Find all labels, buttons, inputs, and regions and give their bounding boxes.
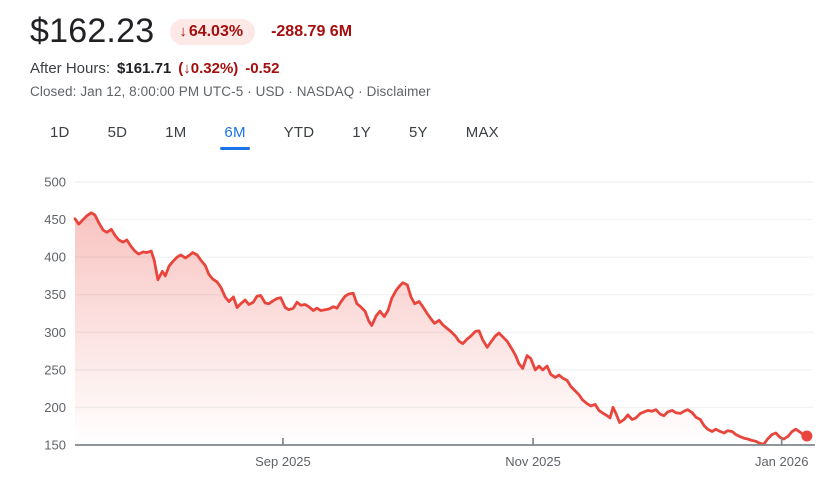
price-row: $162.23 ↓ 64.03% -288.79 6M (30, 12, 820, 51)
x-tick-label: Sep 2025 (255, 454, 311, 469)
tab-max[interactable]: MAX (464, 118, 501, 153)
tab-5d[interactable]: 5D (106, 118, 130, 153)
after-hours-label: After Hours: (30, 60, 111, 77)
time-range-tabs: 1D 5D 1M 6M YTD 1Y 5Y MAX (48, 118, 535, 153)
x-tick-label: Jan 2026 (755, 454, 809, 469)
y-tick-label: 300 (44, 325, 66, 340)
y-tick-label: 150 (44, 438, 66, 453)
quote-header: $162.23 ↓ 64.03% -288.79 6M After Hours:… (30, 12, 820, 99)
price-line (73, 211, 809, 446)
y-tick-label: 400 (44, 250, 66, 265)
y-tick-label: 500 (44, 175, 66, 190)
area-fill (75, 212, 807, 445)
after-hours-price: $161.71 (117, 60, 172, 77)
market-status-text: Closed: Jan 12, 8:00:00 PM UTC-5 · USD ·… (30, 84, 367, 99)
absolute-change: -288.79 6M (271, 22, 353, 40)
tab-ytd[interactable]: YTD (282, 118, 317, 153)
y-tick-label: 450 (44, 212, 66, 227)
y-tick-label: 200 (44, 400, 66, 415)
percent-change-badge: ↓ 64.03% (170, 18, 256, 45)
current-price: $162.23 (30, 12, 155, 50)
market-status-line: Closed: Jan 12, 8:00:00 PM UTC-5 · USD ·… (30, 84, 820, 99)
tab-5y[interactable]: 5Y (407, 118, 430, 153)
y-tick-label: 250 (44, 362, 66, 377)
tab-1d[interactable]: 1D (48, 118, 72, 153)
tab-1y[interactable]: 1Y (350, 118, 373, 153)
x-tick-label: Nov 2025 (505, 454, 561, 469)
down-arrow-icon: ↓ (179, 23, 187, 40)
disclaimer-link[interactable]: Disclaimer (366, 84, 431, 99)
percent-change-value: 64.03% (188, 22, 244, 40)
tab-1m[interactable]: 1M (163, 118, 188, 153)
y-tick-label: 350 (44, 287, 66, 302)
after-hours-row: After Hours: $161.71 (↓0.32%) -0.52 (30, 60, 820, 77)
after-hours-change: -0.52 (245, 60, 280, 77)
tab-6m[interactable]: 6M (220, 118, 250, 153)
after-hours-percent: (↓0.32%) (178, 60, 239, 77)
latest-price-dot (801, 430, 813, 442)
